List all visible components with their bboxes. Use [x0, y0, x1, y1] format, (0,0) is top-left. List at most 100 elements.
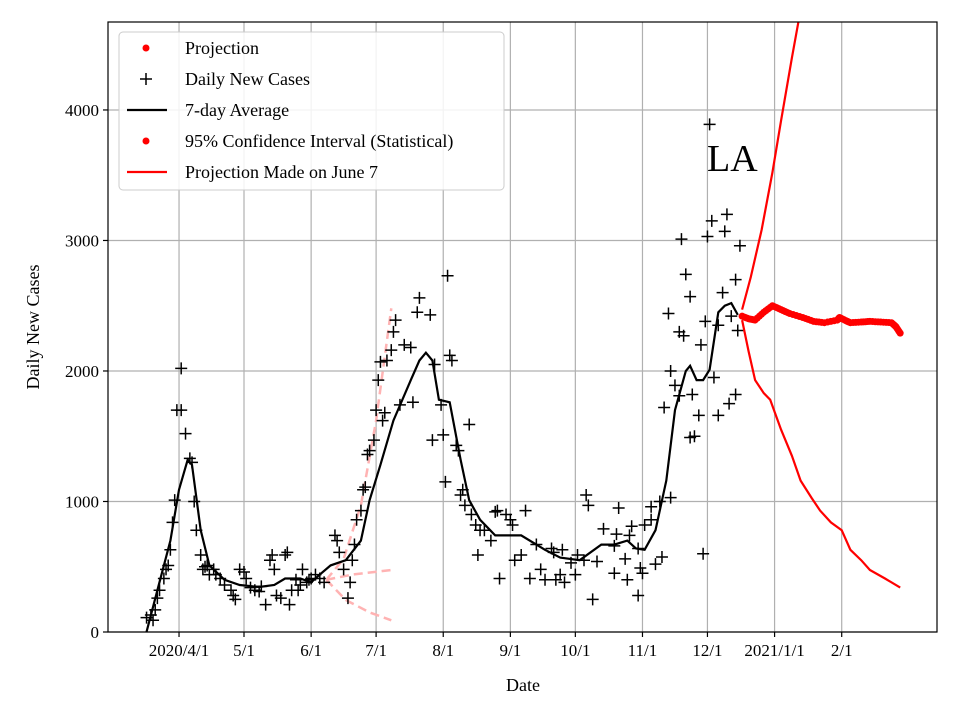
daily-case-marker: [608, 567, 621, 580]
daily-case-marker: [175, 362, 188, 375]
daily-case-marker: [372, 374, 385, 387]
legend-label: 7-day Average: [185, 100, 289, 120]
daily-case-marker: [569, 568, 582, 581]
daily-case-marker: [240, 572, 253, 585]
legend-label: Projection: [185, 38, 259, 58]
y-tick-label: 4000: [65, 101, 99, 120]
june7-projection-line: [325, 308, 393, 581]
daily-case-marker: [723, 397, 736, 410]
daily-case-marker: [688, 430, 701, 443]
daily-case-marker: [302, 573, 315, 586]
daily-case-marker: [201, 559, 214, 572]
daily-case-marker: [274, 592, 287, 605]
legend-label: Projection Made on June 7: [185, 162, 378, 182]
daily-case-marker: [435, 398, 448, 411]
daily-case-marker: [565, 556, 578, 569]
daily-case-marker: [675, 233, 688, 246]
daily-case-marker: [471, 549, 484, 561]
daily-case-marker: [294, 579, 307, 592]
daily-case-marker: [292, 584, 305, 597]
daily-case-marker: [731, 324, 744, 337]
daily-case-marker: [679, 268, 692, 281]
seven-day-average-line: [145, 301, 739, 632]
daily-case-marker: [597, 522, 610, 535]
daily-case-marker: [344, 576, 357, 589]
daily-case-marker: [701, 230, 714, 243]
x-tick-label: 12/1: [692, 641, 722, 660]
legend-dot-marker: [142, 44, 150, 52]
daily-case-marker: [164, 543, 177, 556]
daily-case-marker: [346, 554, 359, 567]
daily-case-marker: [478, 524, 491, 537]
daily-case-marker: [677, 329, 690, 342]
daily-case-marker: [378, 406, 391, 419]
x-axis-label: Date: [506, 675, 540, 695]
daily-case-marker: [634, 562, 647, 575]
daily-case-marker: [387, 325, 400, 338]
daily-case-marker: [454, 488, 467, 501]
plot-frame: [107, 21, 938, 633]
daily-case-marker: [404, 341, 417, 354]
daily-case-marker: [608, 539, 621, 552]
projection-series: [738, 22, 904, 589]
daily-case-marker: [558, 576, 571, 589]
daily-case-marker: [367, 434, 380, 447]
x-tick-label: 7/1: [365, 641, 387, 660]
daily-case-marker: [411, 306, 424, 319]
daily-case-marker: [281, 546, 294, 559]
daily-case-marker: [259, 598, 272, 611]
ci-upper-line: [741, 22, 800, 310]
daily-case-marker: [638, 518, 651, 531]
daily-case-marker: [664, 491, 677, 504]
daily-case-marker: [530, 538, 543, 551]
daily-case-marker: [571, 549, 584, 561]
daily-case-marker: [337, 563, 350, 576]
legend-label: Daily New Cases: [185, 69, 310, 89]
daily-case-marker: [218, 579, 231, 592]
daily-case-marker: [151, 592, 164, 605]
daily-case-marker: [194, 549, 207, 561]
daily-case-marker: [504, 513, 517, 526]
daily-case-marker: [523, 572, 536, 585]
daily-case-marker: [452, 444, 465, 457]
daily-case-marker: [214, 572, 227, 585]
daily-case-marker: [697, 547, 710, 560]
x-tick-label: 2021/1/1: [744, 641, 804, 660]
daily-case-marker: [374, 355, 387, 368]
daily-case-marker: [623, 529, 636, 542]
daily-case-marker: [188, 495, 201, 508]
daily-case-marker: [720, 208, 733, 221]
daily-case-marker: [179, 427, 192, 440]
daily-case-marker: [225, 584, 238, 597]
daily-case-marker: [333, 546, 346, 559]
legend-label: 95% Confidence Interval (Statistical): [185, 131, 453, 152]
legend-plus-marker: [140, 73, 152, 85]
daily-case-marker: [443, 349, 456, 362]
daily-case-marker: [229, 593, 242, 606]
daily-case-marker: [712, 319, 725, 332]
daily-case-marker: [186, 456, 199, 469]
daily-case-marker: [712, 409, 725, 422]
daily-case-marker: [341, 592, 354, 605]
daily-case-marker: [718, 225, 731, 238]
legend-dot-marker: [142, 137, 150, 145]
y-tick-label: 3000: [65, 231, 99, 250]
daily-case-marker: [328, 529, 341, 542]
daily-case-marker: [668, 379, 681, 392]
daily-case-marker: [703, 118, 716, 131]
daily-case-marker: [491, 504, 504, 517]
daily-case-marker: [263, 554, 276, 567]
daily-case-marker: [437, 428, 450, 441]
june7-projection-line: [326, 568, 392, 582]
y-axis-label: Daily New Cases: [23, 265, 43, 390]
x-tick-label: 6/1: [300, 641, 322, 660]
daily-case-marker: [357, 483, 370, 496]
daily-case-marker: [456, 483, 469, 496]
daily-case-marker: [279, 549, 292, 561]
daily-case-marker: [253, 585, 266, 598]
daily-case-marker: [694, 338, 707, 351]
daily-case-marker: [348, 538, 361, 551]
daily-case-marker: [580, 488, 593, 501]
daily-case-marker: [729, 273, 742, 286]
